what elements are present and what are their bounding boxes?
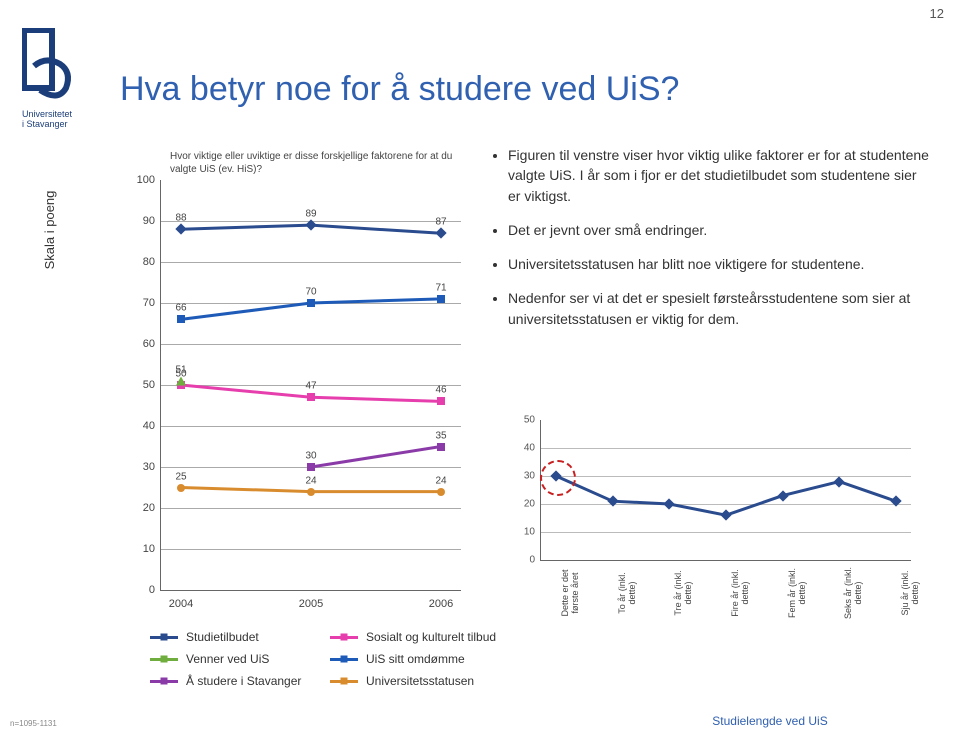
legend-swatch — [150, 658, 178, 661]
data-value-label: 70 — [305, 287, 316, 298]
y-axis-label: Skala i poeng — [42, 150, 57, 310]
mini-marker — [720, 510, 731, 521]
y-tick-label: 50 — [131, 379, 155, 391]
mini-x-label: Dette er det første året — [560, 565, 581, 621]
data-value-label: 25 — [175, 471, 186, 482]
y-tick-label: 40 — [131, 420, 155, 432]
legend-item: Sosialt og kulturelt tilbud — [330, 630, 510, 644]
data-marker — [177, 484, 185, 492]
y-tick-label: 70 — [131, 297, 155, 309]
mini-x-label: Fem år (inkl. dette) — [787, 565, 808, 621]
mini-y-tick: 40 — [513, 443, 535, 454]
legend-swatch — [150, 680, 178, 683]
x-tick-label: 2006 — [429, 598, 453, 610]
mini-x-label: Seks år (inkl. dette) — [843, 565, 864, 621]
y-tick-label: 90 — [131, 215, 155, 227]
data-value-label: 35 — [435, 430, 446, 441]
legend-label: Studietilbudet — [186, 630, 259, 644]
n-footer: n=1095-1131 — [10, 719, 57, 728]
mini-x-label: Tre år (inkl. dette) — [673, 565, 694, 621]
bullet-item: Figuren til venstre viser hvor viktig ul… — [508, 145, 930, 206]
mini-y-tick: 30 — [513, 471, 535, 482]
legend-swatch — [330, 658, 358, 661]
chart-legend: Studietilbudet Sosialt og kulturelt tilbu… — [150, 630, 510, 696]
mini-chart-title: Studielengde ved UiS — [640, 714, 900, 728]
mini-marker — [607, 496, 618, 507]
data-value-label: 24 — [305, 475, 316, 486]
mini-x-label: Sju år (inkl. dette) — [900, 565, 921, 621]
legend-item: UiS sitt omdømme — [330, 652, 510, 666]
legend-label: Å studere i Stavanger — [186, 674, 301, 688]
main-line-chart: Skala i poeng 01020304050607080901002004… — [100, 180, 480, 700]
legend-label: Sosialt og kulturelt tilbud — [366, 630, 496, 644]
mini-marker — [890, 496, 901, 507]
page-number: 12 — [930, 6, 944, 21]
mini-y-tick: 10 — [513, 527, 535, 538]
logo-text: Universitetet i Stavanger — [22, 110, 84, 130]
data-value-label: 24 — [435, 475, 446, 486]
mini-x-label: Fire år (inkl. dette) — [730, 565, 751, 621]
mini-marker — [550, 470, 561, 481]
mini-marker — [834, 476, 845, 487]
legend-item: Studietilbudet — [150, 630, 330, 644]
y-tick-label: 20 — [131, 502, 155, 514]
legend-label: UiS sitt omdømme — [366, 652, 465, 666]
legend-swatch — [150, 636, 178, 639]
data-value-label: 51 — [175, 364, 186, 375]
data-marker — [307, 393, 315, 401]
y-tick-label: 60 — [131, 338, 155, 350]
y-tick-label: 10 — [131, 543, 155, 555]
data-value-label: 30 — [305, 451, 316, 462]
data-marker — [435, 228, 446, 239]
x-tick-label: 2005 — [299, 598, 323, 610]
mini-y-tick: 50 — [513, 415, 535, 426]
legend-item: Universitetsstatusen — [330, 674, 510, 688]
data-marker — [307, 463, 315, 471]
logo-icon — [22, 28, 78, 104]
data-value-label: 71 — [435, 282, 446, 293]
legend-swatch — [330, 680, 358, 683]
data-marker — [437, 295, 445, 303]
main-plot-area: 0102030405060708090100200420052006888987… — [160, 180, 461, 591]
data-marker — [177, 315, 185, 323]
mini-marker — [664, 498, 675, 509]
legend-item: Venner ved UiS — [150, 652, 330, 666]
data-value-label: 88 — [175, 213, 186, 224]
mini-x-label: To år (inkl. dette) — [617, 565, 638, 621]
mini-plot-area: 01020304050Dette er det første åretTo år… — [540, 420, 911, 561]
page-title: Hva betyr noe for å studere ved UiS? — [120, 70, 679, 109]
mini-marker — [777, 490, 788, 501]
x-tick-label: 2004 — [169, 598, 193, 610]
data-value-label: 87 — [435, 217, 446, 228]
mini-line-chart: 01020304050Dette er det første åretTo år… — [500, 420, 920, 700]
data-value-label: 46 — [435, 385, 446, 396]
y-tick-label: 80 — [131, 256, 155, 268]
mini-y-tick: 0 — [513, 555, 535, 566]
data-marker — [175, 224, 186, 235]
bullet-item: Universitetsstatusen har blitt noe vikti… — [508, 254, 930, 274]
legend-label: Venner ved UiS — [186, 652, 269, 666]
data-marker — [307, 299, 315, 307]
y-tick-label: 0 — [131, 584, 155, 596]
mini-y-tick: 20 — [513, 499, 535, 510]
legend-item: Å studere i Stavanger — [150, 674, 330, 688]
y-tick-label: 30 — [131, 461, 155, 473]
data-marker — [437, 443, 445, 451]
data-marker — [437, 488, 445, 496]
data-marker — [176, 376, 186, 385]
chart-subtitle: Hvor viktige eller uviktige er disse for… — [170, 150, 460, 176]
data-marker — [437, 397, 445, 405]
bullet-item: Det er jevnt over små endringer. — [508, 220, 930, 240]
data-value-label: 66 — [175, 303, 186, 314]
uis-logo: Universitetet i Stavanger — [22, 28, 84, 156]
y-tick-label: 100 — [131, 174, 155, 186]
bullet-item: Nedenfor ser vi at det er spesielt først… — [508, 288, 930, 329]
data-marker — [307, 488, 315, 496]
legend-swatch — [330, 636, 358, 639]
legend-label: Universitetsstatusen — [366, 674, 474, 688]
bullet-list: Figuren til venstre viser hvor viktig ul… — [490, 145, 930, 343]
data-value-label: 89 — [305, 209, 316, 220]
data-value-label: 47 — [305, 381, 316, 392]
